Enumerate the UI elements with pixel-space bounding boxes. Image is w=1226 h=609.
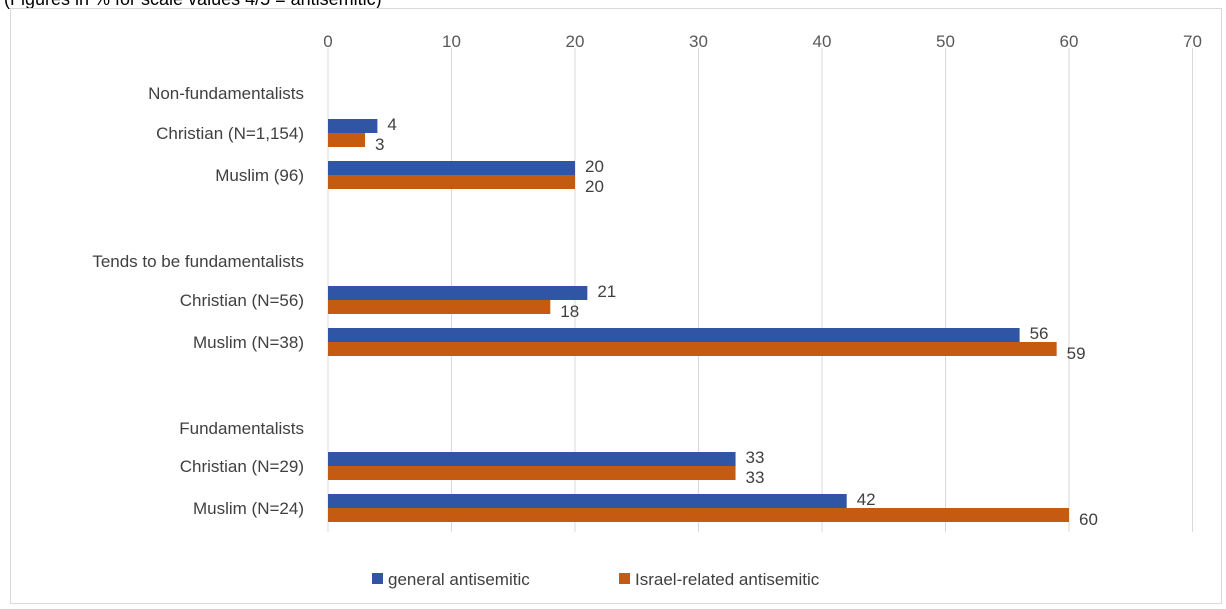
data-label: 4 — [387, 115, 396, 134]
category-label: Christian (N=56) — [180, 291, 304, 310]
category-label: Muslim (N=38) — [193, 333, 304, 352]
bar-israel — [328, 466, 736, 480]
bar-general — [328, 161, 575, 175]
x-tick-label: 30 — [689, 32, 708, 51]
bar-general — [328, 119, 378, 133]
bar-general — [328, 328, 1020, 342]
category-label: Christian (N=1,154) — [156, 124, 304, 143]
data-label: 33 — [746, 448, 765, 467]
data-label: 20 — [585, 177, 604, 196]
data-label: 3 — [375, 135, 384, 154]
bar-israel — [328, 300, 551, 314]
group-label: Non-fundamentalists — [148, 84, 304, 103]
data-label: 33 — [746, 468, 765, 487]
chart-note: (Figures in % for scale values 4/5 = ant… — [4, 0, 382, 10]
legend-label: Israel-related antisemitic — [635, 570, 820, 589]
x-tick-label: 60 — [1060, 32, 1079, 51]
data-label: 60 — [1079, 510, 1098, 529]
data-label: 20 — [585, 157, 604, 176]
category-label: Muslim (96) — [215, 166, 304, 185]
x-tick-label: 20 — [566, 32, 585, 51]
x-tick-label: 40 — [813, 32, 832, 51]
bar-israel — [328, 342, 1057, 356]
group-label: Tends to be fundamentalists — [92, 252, 304, 271]
bar-israel — [328, 133, 366, 147]
bar-general — [328, 494, 847, 508]
legend-label: general antisemitic — [388, 570, 530, 589]
category-label: Muslim (N=24) — [193, 499, 304, 518]
chart-frame — [10, 8, 1222, 604]
data-label: 56 — [1030, 324, 1049, 343]
bar-israel — [328, 508, 1069, 522]
group-label: Fundamentalists — [179, 419, 304, 438]
data-label: 42 — [857, 490, 876, 509]
legend-swatch — [372, 573, 383, 584]
bar-general — [328, 286, 588, 300]
bar-general — [328, 452, 736, 466]
x-tick-label: 70 — [1183, 32, 1202, 51]
x-tick-label: 0 — [323, 32, 332, 51]
data-label: 59 — [1067, 344, 1086, 363]
data-label: 18 — [560, 302, 579, 321]
bar-israel — [328, 175, 575, 189]
category-label: Christian (N=29) — [180, 457, 304, 476]
x-tick-label: 10 — [442, 32, 461, 51]
data-label: 21 — [597, 282, 616, 301]
legend-swatch — [619, 573, 630, 584]
x-tick-label: 50 — [936, 32, 955, 51]
